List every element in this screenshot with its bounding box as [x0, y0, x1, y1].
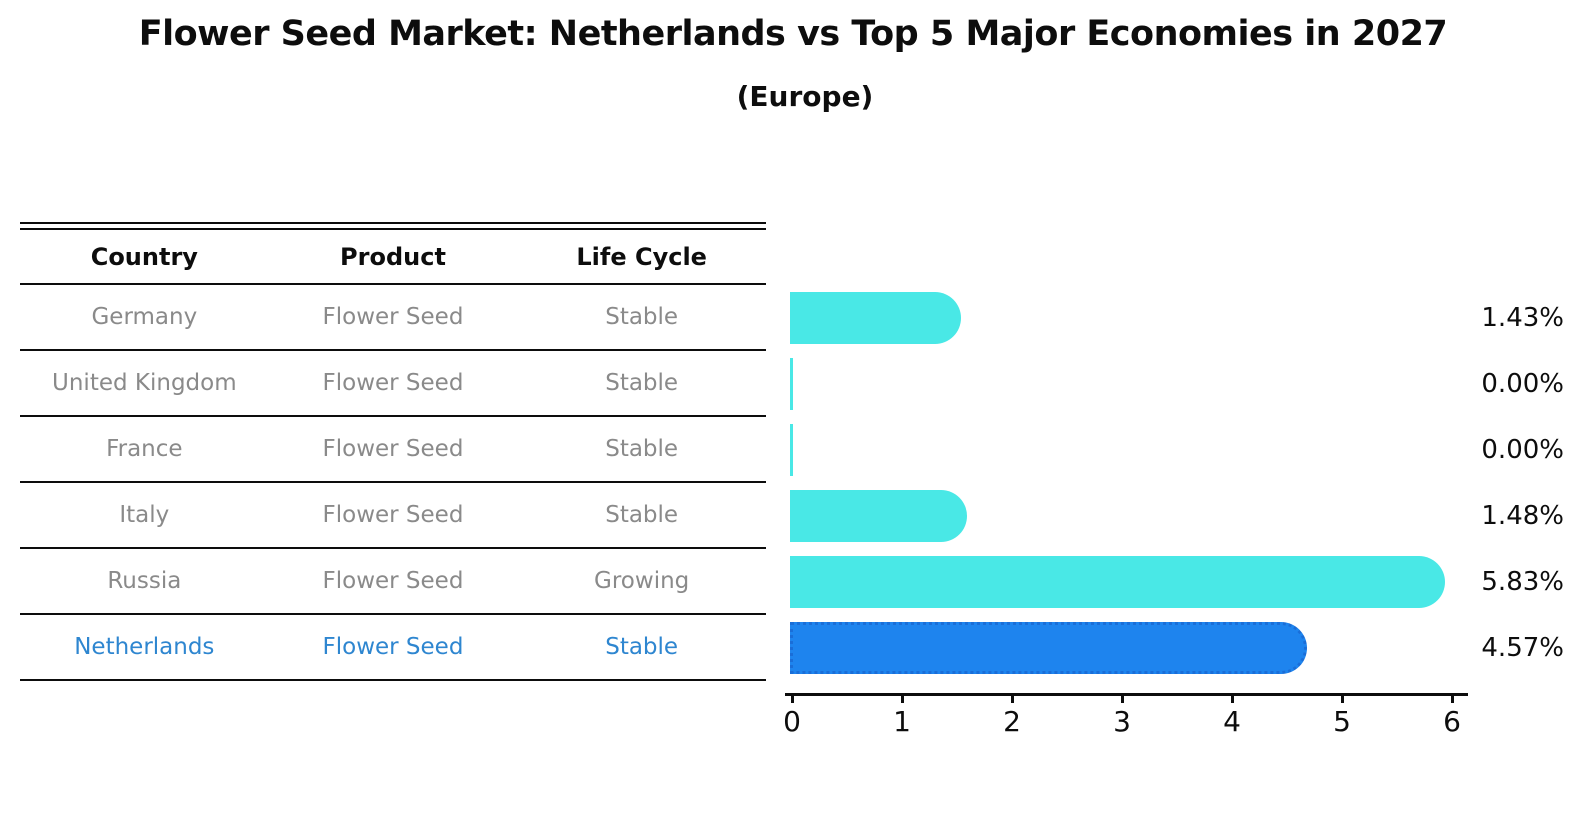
- table-body: Germany Flower Seed Stable United Kingdom Fl…: [20, 284, 766, 681]
- bar-row: [790, 417, 1510, 483]
- bar-value-label: 4.57%: [1481, 633, 1564, 663]
- x-tick-mark: [1340, 693, 1344, 703]
- life-cycle-cell: Stable: [517, 284, 766, 351]
- x-axis-line: [785, 693, 1468, 696]
- bar-italy: [790, 490, 967, 542]
- x-tick-mark: [900, 693, 904, 703]
- table-row: Netherlands Flower Seed Stable: [20, 614, 766, 681]
- bar-russia: [790, 556, 1446, 608]
- table-row: Russia Flower Seed Growing: [20, 548, 766, 615]
- life-cycle-cell: Stable: [517, 482, 766, 549]
- product-cell: Flower Seed: [268, 548, 518, 615]
- bar-value-label: 1.43%: [1481, 303, 1564, 333]
- bar-value-label: 5.83%: [1481, 567, 1564, 597]
- x-tick-label: 5: [1333, 705, 1351, 738]
- bar-united-kingdom: [790, 358, 793, 410]
- bar-netherlands-highlight: [790, 622, 1307, 674]
- country-cell: Germany: [20, 284, 269, 351]
- bar-germany: [790, 292, 962, 344]
- life-cycle-cell: Stable: [517, 614, 766, 681]
- bar-row: [790, 549, 1510, 615]
- product-cell: Flower Seed: [268, 614, 518, 681]
- table-row: United Kingdom Flower Seed Stable: [20, 350, 766, 417]
- x-tick-mark: [1120, 693, 1124, 703]
- x-tick-mark: [1450, 693, 1454, 703]
- x-tick-mark: [1010, 693, 1014, 703]
- x-tick-label: 0: [783, 705, 801, 738]
- country-cell: Russia: [20, 548, 269, 615]
- x-tick-label: 1: [893, 705, 911, 738]
- table-header-life-cycle: Life Cycle: [517, 228, 766, 285]
- bar-row: [790, 351, 1510, 417]
- table-row: France Flower Seed Stable: [20, 416, 766, 483]
- country-cell: France: [20, 416, 269, 483]
- chart-subtitle: (Europe): [736, 80, 874, 113]
- product-cell: Flower Seed: [268, 284, 518, 351]
- x-tick-mark: [1230, 693, 1234, 703]
- table-header-country: Country: [20, 228, 269, 285]
- country-cell: Netherlands: [20, 614, 269, 681]
- bar-france: [790, 424, 793, 476]
- bar-value-label: 0.00%: [1481, 369, 1564, 399]
- life-cycle-cell: Stable: [517, 416, 766, 483]
- country-cell: United Kingdom: [20, 350, 269, 417]
- bar-value-label: 1.48%: [1481, 501, 1564, 531]
- table-header-row: Country Product Life Cycle: [20, 228, 766, 285]
- x-tick-label: 4: [1223, 705, 1241, 738]
- bar-row: [790, 615, 1510, 681]
- product-cell: Flower Seed: [268, 416, 518, 483]
- country-cell: Italy: [20, 482, 269, 549]
- table-header-product: Product: [268, 228, 518, 285]
- chart-title: Flower Seed Market: Netherlands vs Top 5…: [138, 14, 1448, 54]
- bar-row: [790, 285, 1510, 351]
- x-tick-label: 2: [1003, 705, 1021, 738]
- table-top-rule: [20, 222, 766, 224]
- x-tick-label: 6: [1443, 705, 1461, 738]
- table-row: Germany Flower Seed Stable: [20, 284, 766, 351]
- bar-row: [790, 483, 1510, 549]
- life-cycle-cell: Stable: [517, 350, 766, 417]
- country-table: Country Product Life Cycle Germany Flower S…: [20, 228, 766, 681]
- bar-value-label: 0.00%: [1481, 435, 1564, 465]
- table-row: Italy Flower Seed Stable: [20, 482, 766, 549]
- product-cell: Flower Seed: [268, 350, 518, 417]
- x-tick-label: 3: [1113, 705, 1131, 738]
- product-cell: Flower Seed: [268, 482, 518, 549]
- bar-chart: [790, 285, 1510, 681]
- life-cycle-cell: Growing: [517, 548, 766, 615]
- x-tick-mark: [790, 693, 794, 703]
